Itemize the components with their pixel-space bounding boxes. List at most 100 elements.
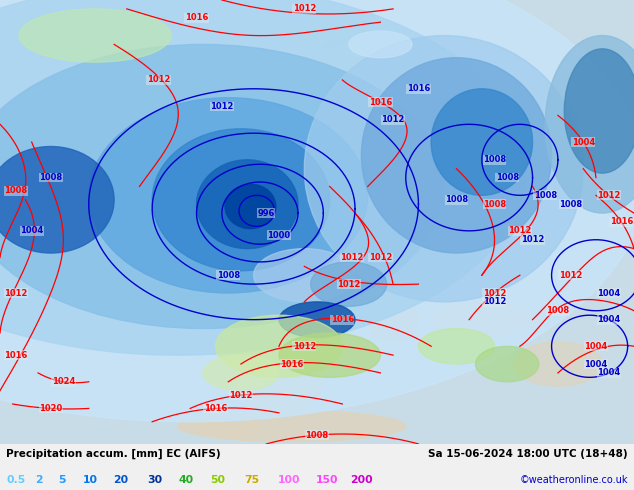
Text: 1000: 1000 (268, 231, 290, 240)
Text: 1004: 1004 (585, 360, 607, 368)
Ellipse shape (349, 31, 412, 58)
Text: 1012: 1012 (508, 226, 531, 235)
Ellipse shape (225, 184, 276, 229)
Text: 1008: 1008 (559, 200, 582, 209)
Ellipse shape (476, 346, 539, 382)
Ellipse shape (203, 355, 279, 391)
Ellipse shape (285, 22, 349, 49)
Text: 2: 2 (35, 475, 42, 485)
Text: 1012: 1012 (369, 253, 392, 262)
Text: Precipitation accum. [mm] EC (AIFS): Precipitation accum. [mm] EC (AIFS) (6, 449, 221, 459)
Ellipse shape (311, 40, 374, 102)
Text: 1016: 1016 (369, 98, 392, 107)
Text: 1012: 1012 (340, 253, 363, 262)
Text: ©weatheronline.co.uk: ©weatheronline.co.uk (519, 475, 628, 485)
Text: 1012: 1012 (4, 289, 27, 297)
Text: 1012: 1012 (293, 342, 316, 351)
Text: 1012: 1012 (230, 391, 252, 400)
Ellipse shape (564, 49, 634, 173)
Text: 1008: 1008 (496, 173, 519, 182)
Text: 1012: 1012 (483, 289, 506, 297)
Ellipse shape (279, 302, 355, 338)
Ellipse shape (304, 35, 583, 302)
Ellipse shape (330, 222, 431, 293)
Ellipse shape (514, 342, 602, 386)
Ellipse shape (311, 111, 349, 138)
Text: 1008: 1008 (547, 306, 569, 315)
Ellipse shape (361, 58, 552, 253)
Text: 1012: 1012 (521, 235, 544, 244)
Text: 1008: 1008 (445, 196, 468, 204)
Ellipse shape (311, 262, 387, 306)
Text: 75: 75 (244, 475, 259, 485)
Ellipse shape (254, 248, 355, 302)
Ellipse shape (431, 89, 533, 196)
Text: 1016: 1016 (407, 84, 430, 93)
Text: 20: 20 (113, 475, 128, 485)
Ellipse shape (463, 75, 577, 173)
Text: 1004: 1004 (597, 289, 620, 297)
Ellipse shape (19, 9, 171, 62)
Text: 0.5: 0.5 (6, 475, 25, 485)
Text: 1012: 1012 (597, 191, 620, 200)
Text: 30: 30 (147, 475, 162, 485)
Text: 1020: 1020 (39, 404, 62, 413)
Text: 1004: 1004 (585, 342, 607, 351)
Ellipse shape (368, 297, 418, 342)
Text: 1004: 1004 (597, 315, 620, 324)
Text: 1024: 1024 (52, 377, 75, 386)
Ellipse shape (0, 0, 526, 355)
Text: 1008: 1008 (39, 173, 62, 182)
Text: 200: 200 (350, 475, 373, 485)
Text: 1012: 1012 (382, 115, 404, 124)
Ellipse shape (178, 411, 406, 441)
Ellipse shape (197, 91, 222, 113)
Text: 40: 40 (179, 475, 194, 485)
Ellipse shape (152, 129, 330, 271)
Ellipse shape (431, 302, 533, 338)
Text: 1008: 1008 (534, 191, 557, 200)
Ellipse shape (0, 45, 444, 328)
Text: 1004: 1004 (20, 226, 43, 235)
Text: 1016: 1016 (280, 360, 303, 368)
Text: 1012: 1012 (559, 271, 582, 280)
Text: 1016: 1016 (204, 404, 227, 413)
Ellipse shape (545, 35, 634, 213)
Ellipse shape (89, 98, 368, 293)
Text: 10: 10 (82, 475, 98, 485)
Ellipse shape (6, 13, 44, 31)
Ellipse shape (197, 415, 260, 437)
Ellipse shape (235, 342, 323, 413)
Ellipse shape (219, 84, 263, 138)
Ellipse shape (0, 0, 634, 422)
Text: 1012: 1012 (337, 280, 360, 289)
Ellipse shape (279, 333, 380, 377)
Text: 1016: 1016 (185, 13, 208, 22)
Text: 1016: 1016 (331, 315, 354, 324)
Ellipse shape (418, 328, 495, 364)
Text: 1012: 1012 (147, 75, 170, 84)
Text: 1008: 1008 (483, 155, 506, 164)
Text: 1008: 1008 (483, 200, 506, 209)
Text: 5: 5 (58, 475, 66, 485)
Text: 1004: 1004 (572, 138, 595, 147)
Ellipse shape (0, 147, 114, 253)
Text: 1008: 1008 (4, 186, 27, 196)
Text: 1016: 1016 (4, 351, 27, 360)
Ellipse shape (70, 24, 120, 47)
Text: 50: 50 (210, 475, 226, 485)
Text: Sa 15-06-2024 18:00 UTC (18+48): Sa 15-06-2024 18:00 UTC (18+48) (428, 449, 628, 459)
Text: 100: 100 (278, 475, 300, 485)
Text: 1012: 1012 (483, 297, 506, 306)
Text: 1004: 1004 (597, 368, 620, 377)
Text: 150: 150 (316, 475, 338, 485)
Text: 1008: 1008 (217, 271, 240, 280)
Ellipse shape (197, 160, 298, 248)
Text: 1012: 1012 (210, 102, 233, 111)
Ellipse shape (216, 315, 342, 377)
Text: 1012: 1012 (293, 4, 316, 13)
Ellipse shape (330, 297, 355, 342)
Text: 996: 996 (257, 209, 275, 218)
Text: 1016: 1016 (610, 218, 633, 226)
Ellipse shape (266, 311, 330, 355)
